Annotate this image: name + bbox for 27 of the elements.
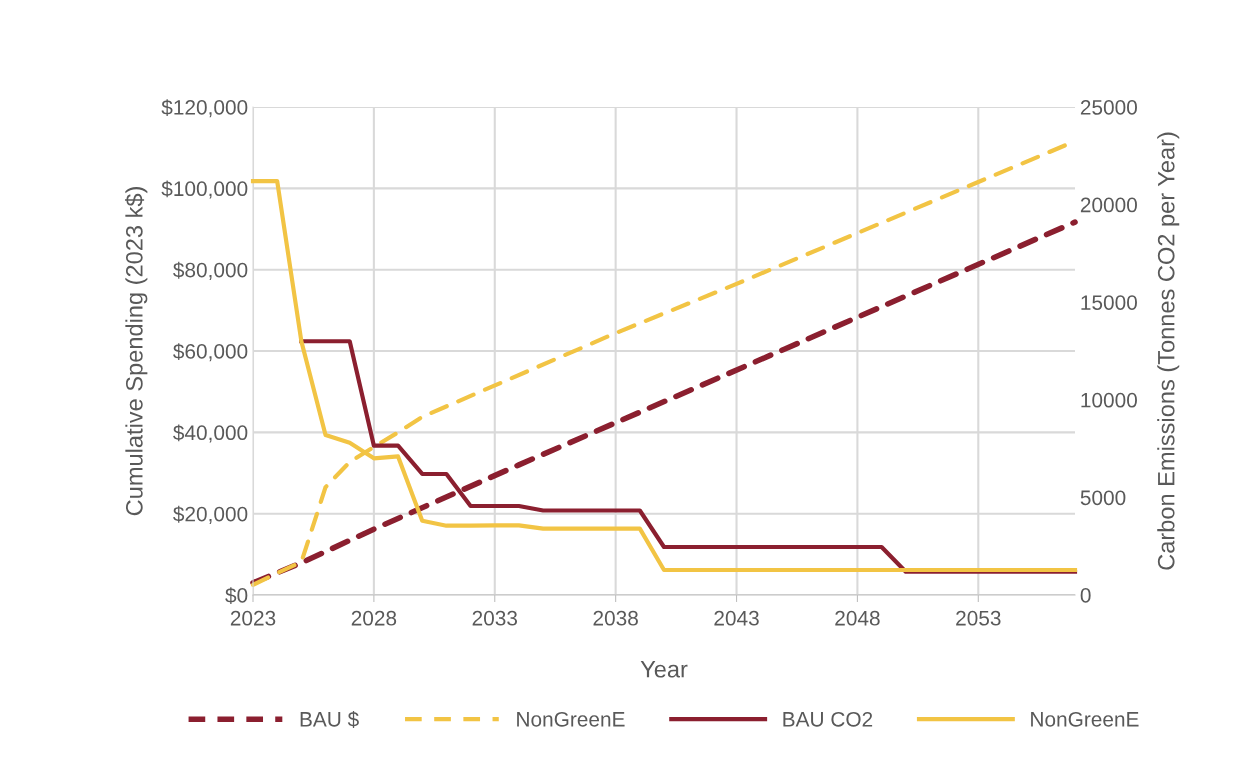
y-tick-label: $80,000 xyxy=(173,261,248,280)
y2-tick-label: 15000 xyxy=(1081,295,1137,310)
y2-axis-title: Carbon Emissions (Tonnes CO2 per Year) xyxy=(1157,132,1180,570)
x-tick-label: 2023 xyxy=(230,610,276,626)
y-tick-label: $0 xyxy=(225,587,248,604)
legend-label: NonGreenE xyxy=(517,711,625,727)
x-tick-label: 2033 xyxy=(472,610,518,626)
y-tick-label: $20,000 xyxy=(173,505,248,524)
y-tick-label: $100,000 xyxy=(161,180,248,199)
y2-tick-label: 5000 xyxy=(1080,490,1126,506)
x-tick-label: 2028 xyxy=(351,610,397,626)
legend-label: BAU $ xyxy=(300,711,359,728)
y2-tick-label: 0 xyxy=(1080,588,1091,603)
y-axis-title: Cumulative Spending (2023 k$) xyxy=(124,187,148,516)
legend-label: BAU CO2 xyxy=(783,711,873,727)
y2-tick-label: 10000 xyxy=(1081,392,1137,408)
y-tick-label: $60,000 xyxy=(173,343,248,362)
y2-tick-label: 20000 xyxy=(1080,197,1137,213)
x-tick-label: 2053 xyxy=(956,610,1001,626)
legend-label: NonGreenE xyxy=(1031,711,1139,727)
x-tick-label: 2038 xyxy=(593,610,638,626)
y2-tick-label: 25000 xyxy=(1080,100,1137,115)
x-tick-label: 2043 xyxy=(714,610,759,626)
y-tick-label: $120,000 xyxy=(161,99,248,118)
x-axis-title: Year xyxy=(640,661,688,678)
y-tick-label: $40,000 xyxy=(173,424,248,443)
x-tick-label: 2048 xyxy=(835,610,880,626)
